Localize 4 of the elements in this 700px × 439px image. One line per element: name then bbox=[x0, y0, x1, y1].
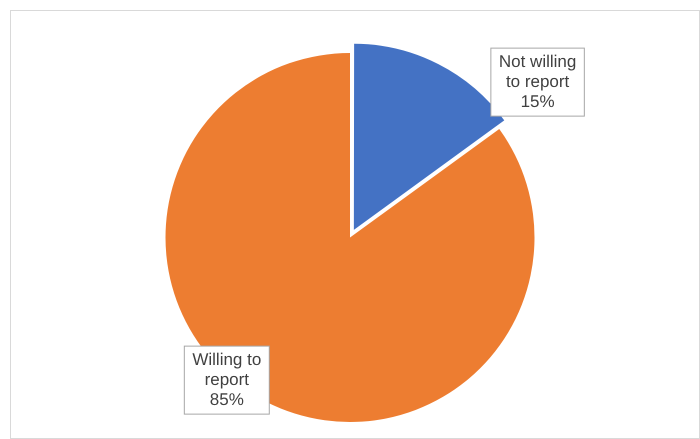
slice-label: Not willing to report bbox=[498, 52, 576, 91]
data-label: 15% bbox=[520, 92, 555, 111]
data-label: 85% bbox=[210, 390, 244, 409]
slice-label: Willing to report bbox=[192, 350, 262, 389]
